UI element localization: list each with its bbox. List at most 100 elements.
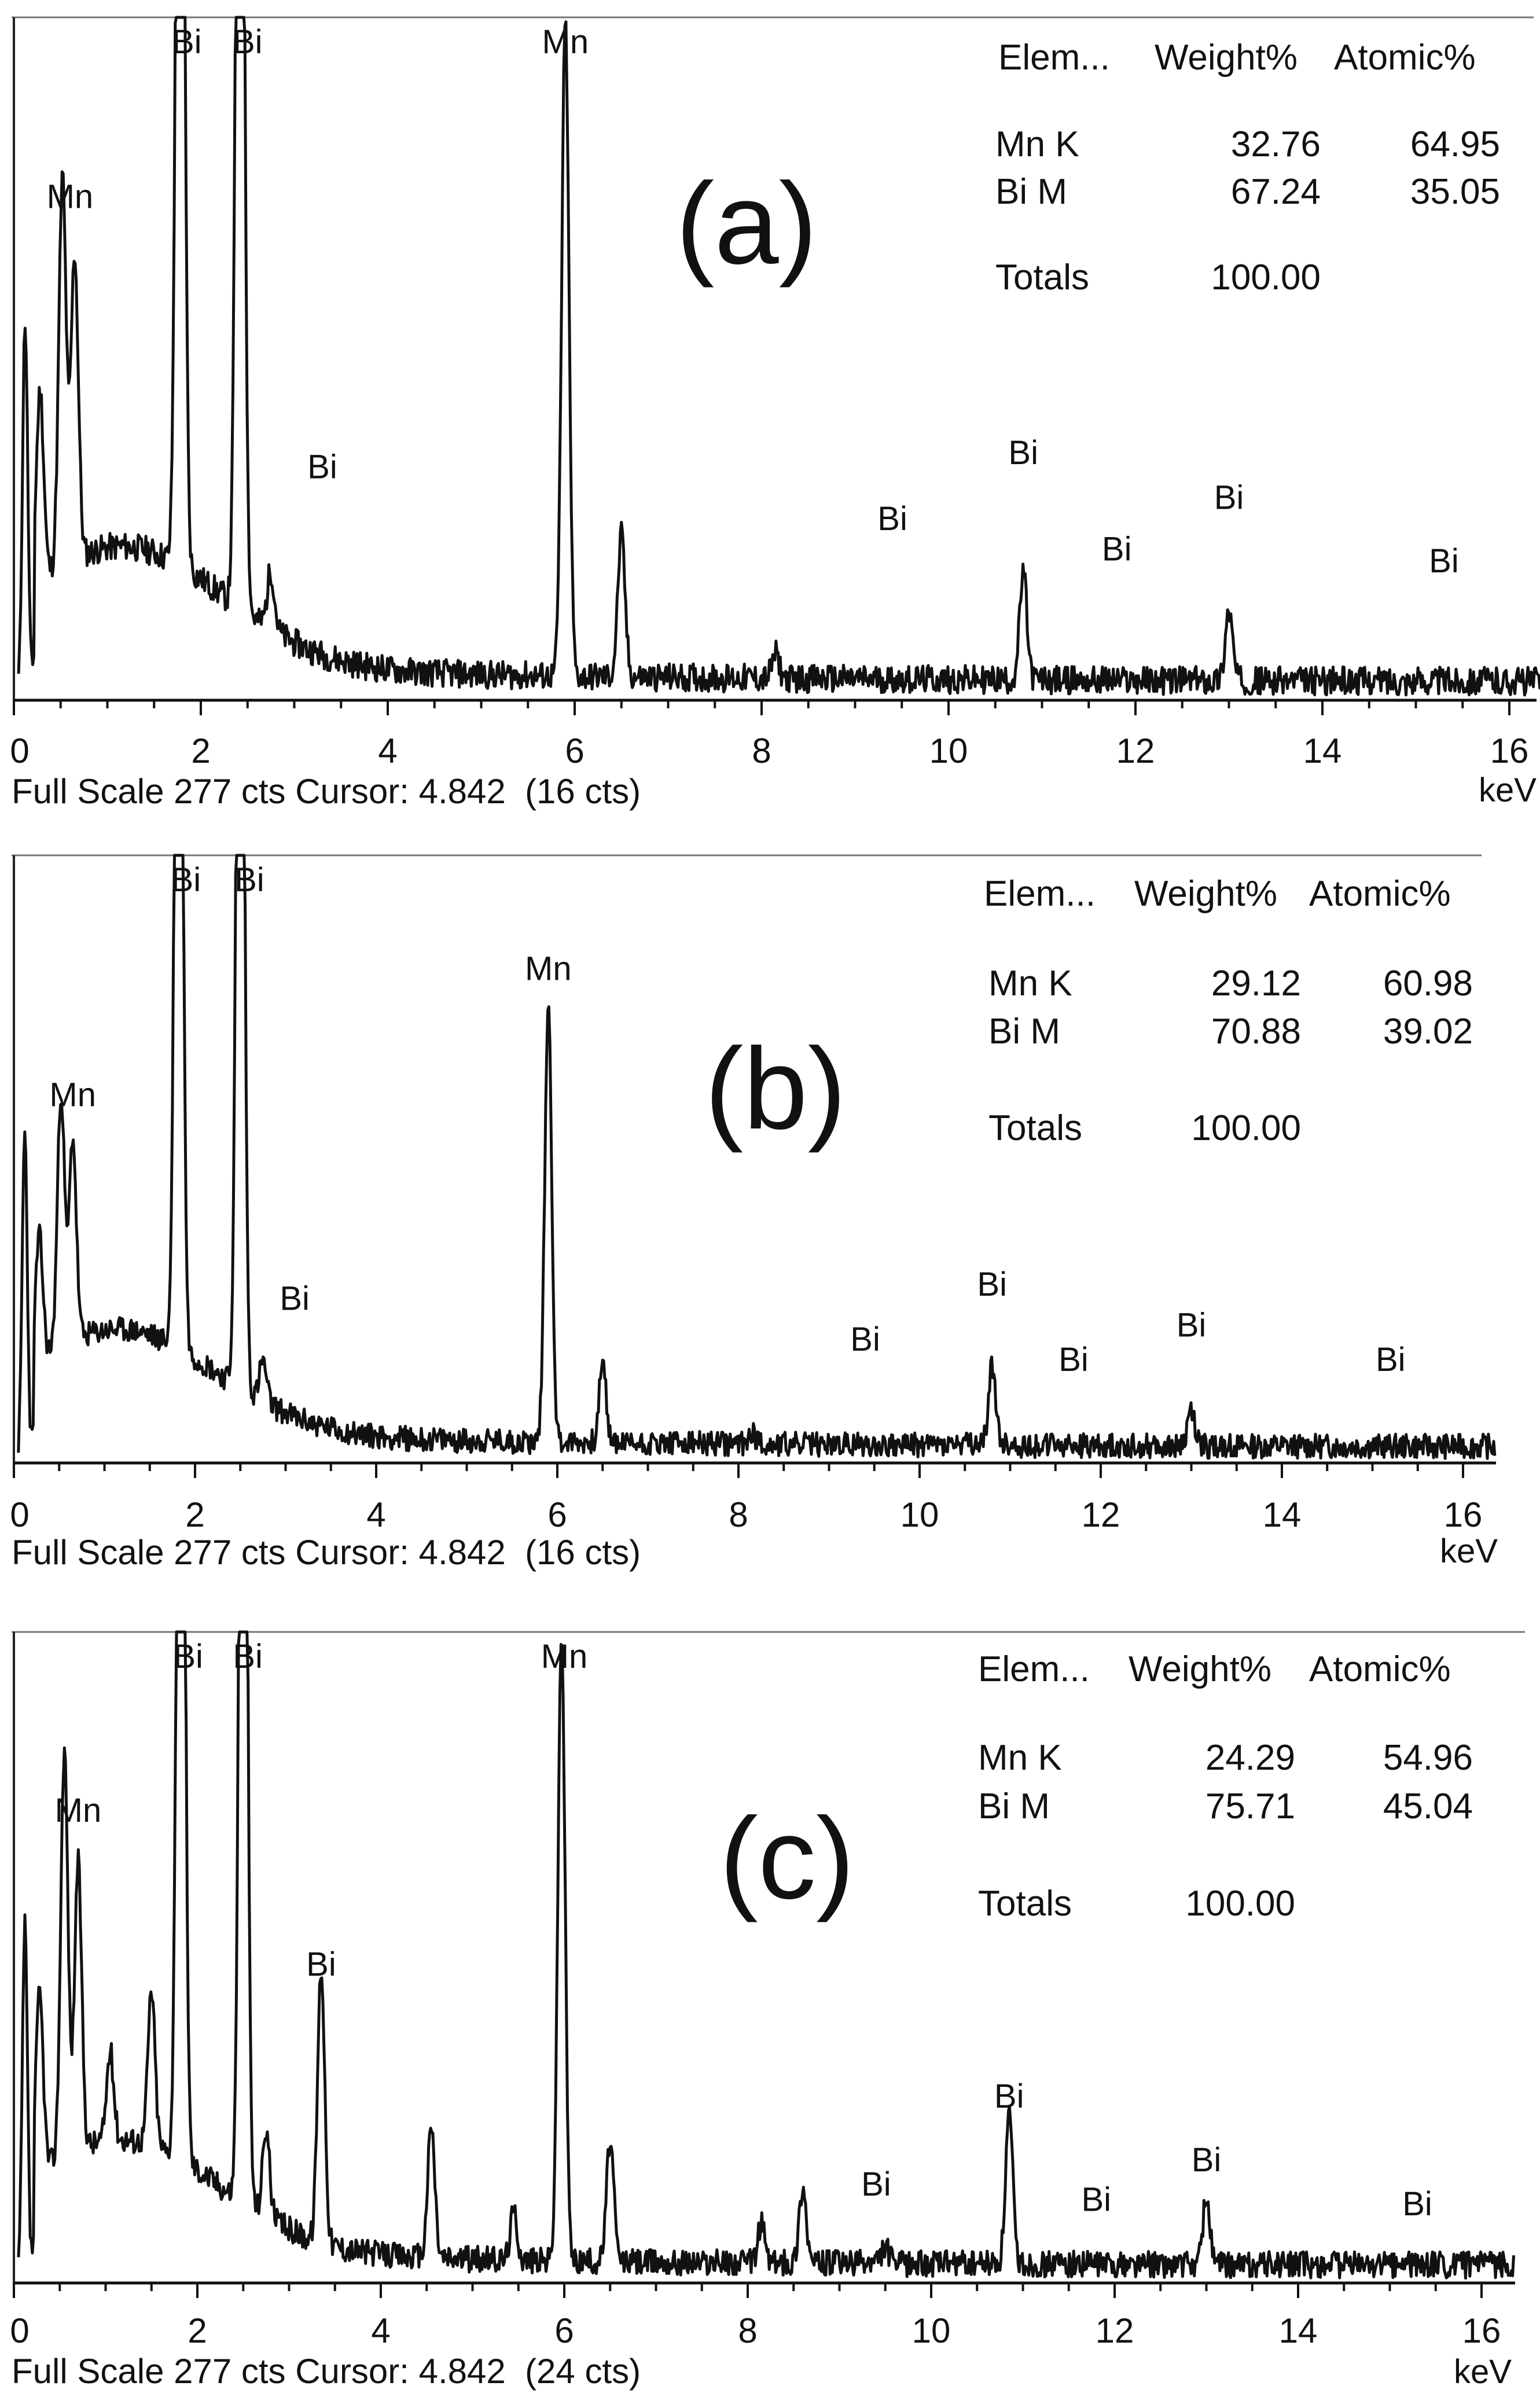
peak-label-mn: Mn [55, 1792, 102, 1829]
table-header-element: Elem... [978, 1649, 1090, 1689]
table-header-weight: Weight% [1129, 1649, 1271, 1689]
peak-label-bi: Bi [977, 1266, 1007, 1303]
table-totals-label: Totals [988, 1108, 1082, 1148]
table-row-weight: 32.76 [1231, 124, 1321, 164]
peak-label-bi: Bi [850, 1321, 880, 1358]
table-header-atomic: Atomic% [1334, 38, 1476, 78]
peak-label-bi: Bi [1192, 2141, 1222, 2179]
table-totals-value: 100.00 [1211, 258, 1321, 297]
x-tick-label: 10 [912, 2311, 951, 2350]
peak-label-bi: Bi [1177, 1306, 1207, 1344]
peak-label-bi: Bi [173, 1638, 203, 1675]
x-axis-tick-labels: 0 2 4 6 8 10 12 14 16 [10, 1495, 1482, 1534]
table-header-element: Elem... [998, 38, 1110, 78]
peak-label-bi: Bi [1376, 1341, 1406, 1378]
table-row-atomic: 54.96 [1383, 1738, 1473, 1778]
peak-labels: Mn Bi Bi Mn Bi Bi Bi Bi Bi Bi [55, 1638, 1432, 2223]
x-tick-label: 14 [1263, 1495, 1302, 1534]
x-tick-label: 2 [191, 731, 210, 770]
x-tick-label: 14 [1279, 2311, 1318, 2350]
table-row-element: Mn K [995, 124, 1079, 164]
table-row-weight: 29.12 [1211, 964, 1301, 1003]
peak-label-mn: Mn [542, 23, 589, 61]
x-axis-unit: keV [1479, 771, 1537, 809]
table-row-atomic: 39.02 [1383, 1012, 1473, 1052]
panel-label: (c) [719, 1794, 854, 1923]
spectrum-line [17, 16, 1540, 697]
x-tick-label: 16 [1490, 731, 1529, 770]
status-line: Full Scale 277 cts Cursor: 4.842 (16 cts… [12, 1533, 641, 1572]
peak-label-mn: Mn [541, 1638, 588, 1675]
spectrum-panel-c: 0 2 4 6 8 10 12 14 16 Mn Bi Bi Mn Bi Bi Bi Bi Bi Bi keV F… [10, 1630, 1525, 2391]
peak-label-bi: Bi [1214, 479, 1244, 516]
table-header-element: Elem... [984, 874, 1096, 914]
x-tick-label: 12 [1116, 731, 1155, 770]
x-tick-label: 4 [378, 731, 397, 770]
peak-label-bi: Bi [171, 861, 201, 899]
table-row-atomic: 35.05 [1410, 172, 1500, 212]
table-row-element: Mn K [978, 1738, 1062, 1778]
table-row-atomic: 64.95 [1410, 124, 1500, 164]
x-tick-label: 8 [729, 1495, 748, 1534]
table-row-element: Bi M [988, 1012, 1060, 1052]
peak-label-mn: Mn [49, 1076, 96, 1114]
x-axis-ticks [13, 1463, 1464, 1478]
peak-label-bi: Bi [1402, 2185, 1432, 2223]
x-axis-tick-labels: 0 2 4 6 8 10 12 14 16 [10, 2311, 1501, 2350]
x-axis-ticks [13, 700, 1510, 715]
status-line: Full Scale 277 cts Cursor: 4.842 (16 cts… [12, 772, 641, 811]
x-tick-label: 12 [1082, 1495, 1120, 1534]
x-axis-ticks [13, 2283, 1483, 2298]
peak-label-bi: Bi [233, 1638, 263, 1675]
peak-label-mn: Mn [47, 178, 94, 216]
spectrum-panel-b: 0 2 4 6 8 10 12 14 16 Mn Bi Bi Mn Bi Bi Bi Bi Bi Bi keV F… [10, 854, 1498, 1572]
table-totals-value: 100.00 [1185, 1884, 1295, 1924]
table-header-weight: Weight% [1134, 874, 1277, 914]
peak-label-bi: Bi [1429, 542, 1459, 580]
table-row-weight: 70.88 [1211, 1012, 1301, 1052]
x-axis-unit: keV [1454, 2353, 1512, 2391]
peak-labels: Mn Bi Bi Mn Bi Bi Bi Bi Bi Bi [47, 23, 1459, 580]
quant-table: Elem... Weight% Atomic% Mn K 32.76 64.95… [995, 38, 1500, 297]
peak-label-bi: Bi [172, 23, 202, 61]
x-tick-label: 10 [901, 1495, 939, 1534]
peak-label-bi: Bi [307, 448, 337, 486]
x-tick-label: 0 [10, 1495, 29, 1534]
table-totals-label: Totals [978, 1884, 1072, 1924]
x-tick-label: 14 [1303, 731, 1342, 770]
x-tick-label: 16 [1444, 1495, 1483, 1534]
quant-table: Elem... Weight% Atomic% Mn K 29.12 60.98… [984, 874, 1473, 1148]
x-tick-label: 6 [547, 1495, 567, 1534]
peak-labels: Mn Bi Bi Mn Bi Bi Bi Bi Bi Bi [49, 861, 1405, 1378]
peak-label-bi: Bi [1082, 2181, 1112, 2219]
table-row-weight: 67.24 [1231, 172, 1321, 212]
x-axis-unit: keV [1440, 1532, 1498, 1570]
x-tick-label: 16 [1462, 2311, 1501, 2350]
spectrum-panel-a: 0 2 4 6 8 10 12 14 16 Mn Bi Bi Mn Bi Bi Bi Bi Bi Bi keV F… [10, 16, 1540, 811]
table-totals-value: 100.00 [1191, 1108, 1301, 1148]
panel-label: (b) [705, 1024, 846, 1153]
spectrum-line [17, 854, 1497, 1460]
peak-label-bi: Bi [861, 2166, 891, 2203]
peak-label-bi: Bi [1008, 434, 1038, 472]
x-tick-label: 0 [10, 731, 29, 770]
table-header-atomic: Atomic% [1309, 1649, 1451, 1689]
spectrum-line [17, 1630, 1515, 2280]
table-totals-label: Totals [995, 258, 1089, 297]
panel-label: (a) [676, 159, 817, 288]
peak-label-bi: Bi [1058, 1341, 1089, 1378]
peak-label-bi: Bi [994, 2078, 1024, 2115]
table-row-element: Bi M [995, 172, 1067, 212]
quant-table: Elem... Weight% Atomic% Mn K 24.29 54.96… [978, 1649, 1473, 1924]
table-row-weight: 24.29 [1205, 1738, 1295, 1778]
x-tick-label: 6 [554, 2311, 574, 2350]
peak-label-bi: Bi [233, 23, 263, 61]
table-row-atomic: 60.98 [1383, 964, 1473, 1003]
x-tick-label: 12 [1096, 2311, 1134, 2350]
table-header-weight: Weight% [1155, 38, 1298, 78]
peak-label-mn: Mn [525, 950, 572, 987]
table-row-weight: 75.71 [1205, 1786, 1295, 1826]
x-tick-label: 4 [366, 1495, 385, 1534]
x-axis-tick-labels: 0 2 4 6 8 10 12 14 16 [10, 731, 1528, 770]
table-header-atomic: Atomic% [1309, 874, 1451, 914]
